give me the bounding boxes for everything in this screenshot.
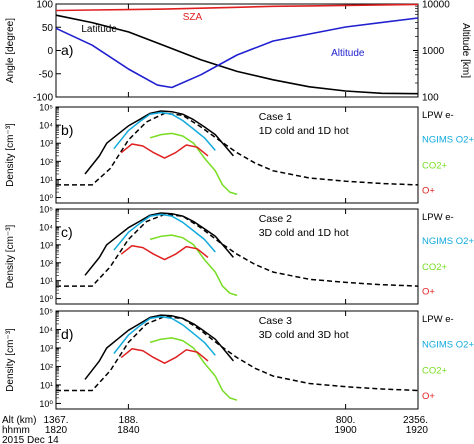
series-lpw-e-model-line	[56, 315, 419, 392]
case-subtitle: 3D cold and 3D hot	[259, 329, 349, 341]
y-tick-label: 0	[47, 46, 53, 57]
y-tick-label: 10⁵	[39, 103, 53, 113]
series-co2-line	[149, 337, 238, 401]
y-tick-label: 10¹	[40, 276, 53, 286]
y-tick-label: 10⁰	[39, 399, 53, 409]
y-tick-label: 10³	[40, 343, 53, 353]
x-tick-label-time: 1900	[334, 425, 357, 436]
x-tick-label-time: 1920	[406, 425, 429, 436]
panel-c: 10⁵ 10⁴ 10³ 10² 10¹ 10⁰ c) Case 2 3D cold and 1D…	[5, 205, 474, 305]
y-tick-label: 10⁵	[39, 307, 53, 317]
x-tick-label-alt: 800.	[336, 415, 355, 426]
y-axis-title: Density [cm⁻³]	[5, 224, 16, 288]
x-tick-label-time: 1840	[117, 425, 140, 436]
x-row-label-alt: Alt (km)	[2, 415, 36, 426]
panel-a: 100 50 0 -50 -100 10000 1000 100 SZA Latitude Alti…	[5, 0, 471, 104]
series-o-line	[120, 348, 209, 364]
legend-entry: LPW e-	[422, 212, 454, 223]
y-tick-label: -100	[33, 93, 53, 104]
y-tick-label: 50	[42, 23, 54, 34]
x-tick-label-time: 1820	[45, 425, 68, 436]
series-ngims-o2-line	[113, 213, 216, 253]
x-tick-label-alt: 2356.	[403, 415, 428, 426]
series-o-line	[120, 143, 209, 159]
y-tick-label: 10⁰	[39, 193, 53, 203]
legend-entry: LPW e-	[422, 110, 454, 121]
series-label-altitude: Altitude	[331, 48, 365, 59]
legend-entry: NGIMS O2+	[422, 236, 474, 247]
panel-b: 10⁵ 10⁴ 10³ 10² 10¹ 10⁰ b) Case 1 1D cold and 1D…	[5, 103, 474, 204]
panel-label: b)	[61, 122, 73, 138]
x-row-label-date: 2015 Dec 14	[2, 435, 59, 444]
case-subtitle: 3D cold and 1D hot	[259, 227, 349, 239]
y-tick-label: 10¹	[40, 380, 53, 390]
series-altitude-line	[55, 17, 419, 89]
y-axis-title: Density [cm⁻³]	[5, 123, 16, 187]
series-label-sza: SZA	[183, 12, 203, 23]
legend-entry: LPW e-	[422, 314, 454, 325]
y-tick-label: 10³	[40, 139, 53, 149]
case-subtitle: 1D cold and 1D hot	[259, 125, 349, 137]
panel-label: a)	[61, 42, 73, 58]
y-tick-label: -50	[39, 69, 54, 80]
series-ngims-o2-line	[113, 315, 216, 356]
y-tick-label: 10⁴	[39, 121, 53, 131]
legend-entry: NGIMS O2+	[422, 135, 474, 146]
case-title: Case 1	[259, 111, 292, 123]
y-axis-title-right: Altitude [km]	[460, 23, 471, 78]
series-label-latitude: Latitude	[81, 24, 117, 35]
series-sza-line	[55, 3, 419, 12]
legend-entry: O+	[422, 287, 435, 298]
y-tick-label: 10²	[40, 157, 53, 167]
series-o-line	[120, 244, 209, 261]
plot-frame	[55, 310, 419, 410]
case-title: Case 2	[259, 213, 292, 225]
y-axis-title-left: Angle [degree]	[5, 18, 16, 83]
y-tick-label: 10²	[40, 258, 53, 268]
series-lpw-e-model-line	[56, 213, 419, 287]
legend-entry: O+	[422, 185, 435, 196]
panel-label: c)	[61, 224, 73, 240]
legend-entry: O+	[422, 391, 435, 402]
legend-entry: NGIMS O2+	[422, 339, 474, 350]
y-tick-label: 10⁵	[39, 205, 53, 215]
series-co2-line	[149, 132, 238, 196]
y-tick-label: 10¹	[40, 175, 53, 185]
y-tick-label: 100	[36, 0, 53, 11]
panel-d: 10⁵ 10⁴ 10³ 10² 10¹ 10⁰ d) Case 3 3D cold and 3D…	[5, 307, 474, 410]
x-row-label-time: hhmm	[2, 425, 30, 436]
legend-entry: CO2+	[422, 160, 448, 171]
plot-frame	[55, 106, 419, 204]
y-tick-label-right: 100	[422, 93, 439, 104]
y-tick-label: 10³	[40, 240, 53, 250]
series-lpw-e-line	[84, 212, 234, 276]
series-lpw-e-model-line	[56, 112, 419, 186]
x-tick-label-alt: 1367.	[43, 415, 68, 426]
series-lpw-e-line	[84, 110, 234, 175]
y-tick-label: 10²	[40, 362, 53, 372]
y-tick-label: 10⁴	[39, 222, 53, 232]
y-tick-label-right: 1000	[422, 46, 445, 57]
panel-label: d)	[61, 326, 73, 342]
y-tick-label-right: 10000	[422, 0, 450, 11]
plot-frame	[55, 208, 419, 305]
case-title: Case 3	[259, 315, 292, 327]
legend-entry: CO2+	[422, 262, 448, 273]
series-lpw-e-line	[84, 314, 234, 380]
series-co2-line	[149, 234, 238, 297]
series-latitude-line	[55, 14, 419, 95]
series-ngims-o2-line	[113, 111, 216, 151]
y-axis-title: Density [cm⁻³]	[5, 328, 16, 392]
legend-entry: CO2+	[422, 366, 448, 377]
y-tick-label: 10⁴	[39, 325, 53, 335]
y-tick-label: 10⁰	[39, 294, 53, 304]
x-tick-label-alt: 188.	[119, 415, 138, 426]
